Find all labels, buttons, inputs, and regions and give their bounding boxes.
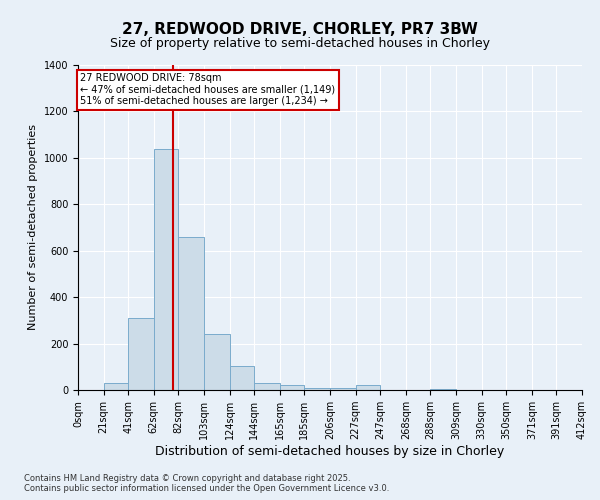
Bar — [330, 388, 356, 390]
Bar — [304, 388, 330, 390]
Y-axis label: Number of semi-detached properties: Number of semi-detached properties — [28, 124, 38, 330]
Bar — [178, 237, 204, 390]
Bar — [230, 366, 254, 390]
X-axis label: Distribution of semi-detached houses by size in Chorley: Distribution of semi-detached houses by … — [155, 445, 505, 458]
Bar — [104, 383, 128, 390]
Bar — [280, 386, 304, 390]
Text: Contains public sector information licensed under the Open Government Licence v3: Contains public sector information licen… — [24, 484, 389, 493]
Text: Size of property relative to semi-detached houses in Chorley: Size of property relative to semi-detach… — [110, 38, 490, 51]
Text: 27 REDWOOD DRIVE: 78sqm
← 47% of semi-detached houses are smaller (1,149)
51% of: 27 REDWOOD DRIVE: 78sqm ← 47% of semi-de… — [80, 73, 335, 106]
Bar — [128, 318, 154, 390]
Text: 27, REDWOOD DRIVE, CHORLEY, PR7 3BW: 27, REDWOOD DRIVE, CHORLEY, PR7 3BW — [122, 22, 478, 38]
Text: Contains HM Land Registry data © Crown copyright and database right 2025.: Contains HM Land Registry data © Crown c… — [24, 474, 350, 483]
Bar — [430, 389, 456, 390]
Bar — [204, 334, 230, 390]
Bar — [154, 148, 178, 390]
Bar — [254, 383, 280, 390]
Bar — [356, 386, 380, 390]
